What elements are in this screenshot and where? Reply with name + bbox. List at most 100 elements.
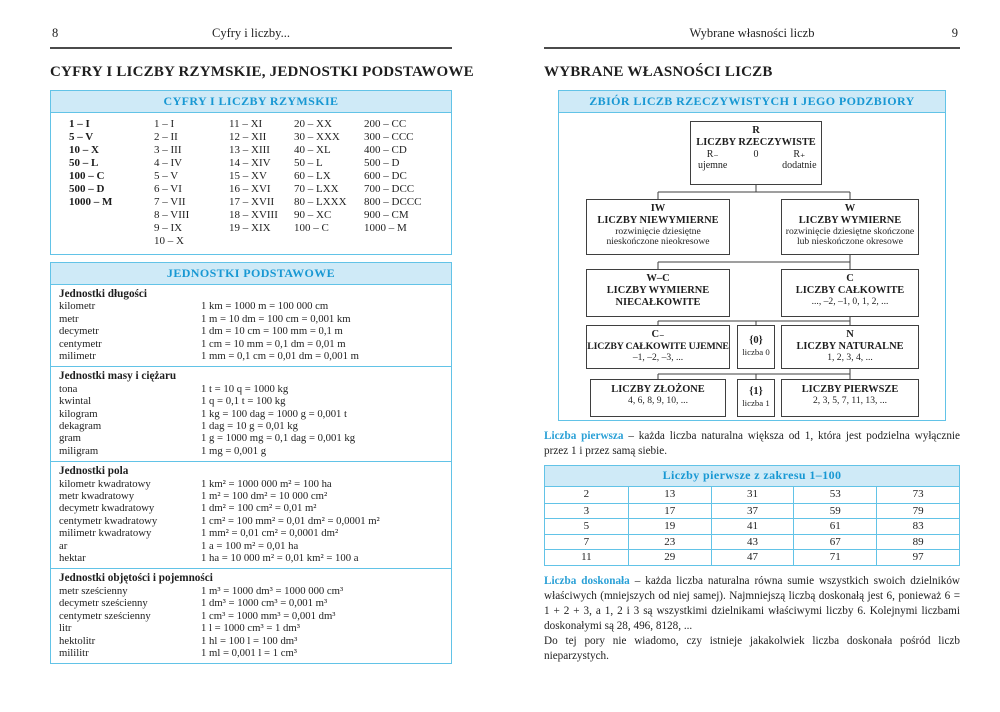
- unit-formula: 1 mm = 0,1 cm = 0,01 dm = 0,001 m: [201, 349, 359, 362]
- roman-pair: 11 – XI: [229, 117, 263, 130]
- node-symbol: C: [846, 272, 854, 284]
- unit-name: milimetr: [59, 349, 96, 362]
- node-symbol: {0}: [749, 335, 763, 347]
- prime-cell: 43: [710, 533, 794, 549]
- node-symbol: W: [844, 202, 856, 214]
- unit-formula: 1 ml = 0,001 l = 1 cm³: [201, 646, 298, 659]
- units-section-rows: kilometr 1 km = 1000 m = 100 000 cm metr…: [59, 300, 443, 362]
- perfect-number-definition: Liczba doskonała – każda liczba naturaln…: [544, 574, 960, 634]
- unit-row: litr 1 l = 1000 cm³ = 1 dm³: [59, 622, 443, 634]
- page-left: 8 Cyfry i liczby... CYFRY I LICZBY RZYMS…: [50, 0, 474, 665]
- unit-formula: 1 q = 0,1 t = 100 kg: [201, 395, 286, 408]
- r-positive-symbol: R₊: [793, 148, 806, 160]
- roman-pair: 90 – XC: [294, 209, 332, 222]
- roman-pair: 5 – V: [154, 169, 179, 182]
- roman-pair: 500 – D: [364, 156, 400, 169]
- unit-formula: 1 cm = 10 mm = 0,1 dm = 0,01 m: [201, 337, 346, 350]
- roman-pair: 30 – XXX: [294, 130, 340, 143]
- unit-name: decymetr kwadratowy: [59, 502, 155, 515]
- roman-pair: 1000 – M: [69, 196, 113, 209]
- prime-cell: 71: [793, 549, 877, 565]
- unit-row: miligram 1 mg = 0,001 g: [59, 445, 443, 457]
- primes-row: 7 23 43 67 89: [545, 533, 959, 550]
- unit-name: metr: [59, 312, 79, 325]
- roman-pair: 16 – XVI: [229, 182, 271, 195]
- roman-pair: 20 – XX: [294, 117, 332, 130]
- node-name: LICZBY ZŁOŻONE: [611, 383, 705, 395]
- unit-row: dekagram 1 dag = 10 g = 0,01 kg: [59, 420, 443, 432]
- units-table: JEDNOSTKI PODSTAWOWE Jednostki długości …: [50, 262, 452, 665]
- unit-row: milimetr kwadratowy 1 mm² = 0,01 cm² = 0…: [59, 527, 443, 539]
- node-name: LICZBY NIEWYMIERNE: [597, 214, 719, 226]
- node-desc: –1, –2, –3, ...: [632, 351, 684, 363]
- prime-cell: 31: [710, 487, 794, 503]
- perfect-definition-lead: Liczba doskonała: [544, 574, 630, 587]
- node-name: LICZBY PIERWSZE: [801, 383, 899, 395]
- unit-name: hektolitr: [59, 634, 96, 647]
- prime-definition-lead: Liczba pierwsza: [544, 429, 624, 442]
- node-zero-set: {0} liczba 0: [737, 324, 775, 369]
- unit-formula: 1 cm² = 100 mm² = 0,01 dm² = 0,0001 m²: [201, 514, 380, 527]
- primes-table-header: Liczby pierwsze z zakresu 1–100: [545, 465, 959, 487]
- node-name: LICZBY RZECZYWISTE: [696, 136, 816, 148]
- unit-row: hektolitr 1 hl = 100 l = 100 dm³: [59, 635, 443, 647]
- unit-name: metr kwadratowy: [59, 490, 135, 503]
- roman-col-200-1000: 200 – CC 300 – CCC 400 – CD 500 – D 600 – DC…: [364, 118, 451, 249]
- prime-cell: 19: [627, 518, 711, 534]
- negative-label: ujemne: [697, 160, 728, 171]
- unit-formula: 1 m = 10 dm = 100 cm = 0,001 km: [201, 312, 351, 325]
- units-section-rows: tona 1 t = 10 q = 1000 kg kwintal 1 q = …: [59, 383, 443, 457]
- unit-row: decymetr 1 dm = 10 cm = 100 mm = 0,1 m: [59, 325, 443, 337]
- roman-pair: 600 – DC: [364, 169, 407, 182]
- unit-name: gram: [59, 432, 81, 445]
- real-sign-symbols: R₋ 0 R₊: [691, 149, 821, 161]
- unit-name: decymetr: [59, 325, 99, 338]
- roman-pair: 10 – X: [154, 235, 184, 248]
- unit-formula: 1 dm³ = 1000 cm³ = 0,001 m³: [201, 597, 328, 610]
- unit-formula: 1 mm² = 0,01 cm² = 0,0001 dm²: [201, 527, 339, 540]
- node-desc: rozwinięcie dziesiętne skończone lub nie…: [785, 225, 915, 248]
- real-numbers-diagram: ZBIÓR LICZB RZECZYWISTYCH I JEGO PODZBIO…: [558, 90, 946, 421]
- unit-name: hektar: [59, 552, 86, 565]
- prime-cell: 37: [710, 502, 794, 518]
- right-page-title: WYBRANE WŁASNOŚCI LICZB: [544, 64, 773, 80]
- unit-row: kilometr kwadratowy 1 km² = 1000 000 m² …: [59, 478, 443, 490]
- roman-pair: 6 – VI: [154, 182, 182, 195]
- roman-pair: 200 – CC: [364, 117, 407, 130]
- unit-row: kwintal 1 q = 0,1 t = 100 kg: [59, 395, 443, 407]
- unit-name: litr: [59, 622, 72, 635]
- node-desc: liczba 0: [742, 347, 770, 358]
- node-symbol: N: [846, 328, 854, 340]
- unit-row: decymetr kwadratowy 1 dm² = 100 cm² = 0,…: [59, 502, 443, 514]
- prime-cell: 13: [627, 487, 711, 503]
- real-sign-labels: ujemne dodatnie: [691, 160, 821, 172]
- perfect-definition-text: – każda liczba naturalna równa sumie wsz…: [544, 574, 960, 632]
- unit-formula: 1 l = 1000 cm³ = 1 dm³: [201, 622, 300, 635]
- perfect-number-note: Do tej pory nie wiadomo, czy istnieje ja…: [544, 634, 960, 662]
- roman-pair: 100 – C: [294, 222, 329, 235]
- unit-name: decymetr sześcienny: [59, 597, 148, 610]
- prime-cell: 7: [545, 533, 628, 550]
- node-symbol: C₋: [651, 328, 665, 340]
- node-negative-integers: C₋ LICZBY CAŁKOWITE UJEMNE –1, –2, –3, .…: [586, 324, 730, 369]
- roman-pair: 3 – III: [154, 143, 182, 156]
- unit-name: miligram: [59, 444, 99, 457]
- node-one-set: {1} liczba 1: [737, 378, 775, 417]
- unit-row: mililitr 1 ml = 0,001 l = 1 cm³: [59, 647, 443, 659]
- roman-pair: 80 – LXXX: [294, 196, 347, 209]
- node-prime-numbers: LICZBY PIERWSZE 2, 3, 5, 7, 11, 13, ...: [781, 378, 919, 417]
- unit-formula: 1 hl = 100 l = 100 dm³: [201, 634, 298, 647]
- unit-formula: 1 t = 10 q = 1000 kg: [201, 382, 289, 395]
- node-desc: 1, 2, 3, 4, ...: [827, 351, 873, 363]
- unit-row: decymetr sześcienny 1 dm³ = 1000 cm³ = 0…: [59, 597, 443, 609]
- prime-cell: 79: [876, 502, 959, 518]
- units-section-title: Jednostki pola: [59, 465, 129, 478]
- node-desc: 2, 3, 5, 7, 11, 13, ...: [813, 394, 887, 406]
- node-irrational: IW LICZBY NIEWYMIERNE rozwinięcie dziesi…: [586, 198, 730, 255]
- page-number-right: 9: [951, 26, 958, 40]
- primes-table: Liczby pierwsze z zakresu 1–100 2 13 31 …: [544, 464, 960, 566]
- node-composite-numbers: LICZBY ZŁOŻONE 4, 6, 8, 9, 10, ...: [590, 378, 726, 417]
- node-desc: rozwinięcie dziesiętne nieskończone nieo…: [606, 225, 710, 248]
- unit-formula: 1 g = 1000 mg = 0,1 dag = 0,001 kg: [201, 432, 356, 445]
- unit-name: metr sześcienny: [59, 584, 128, 597]
